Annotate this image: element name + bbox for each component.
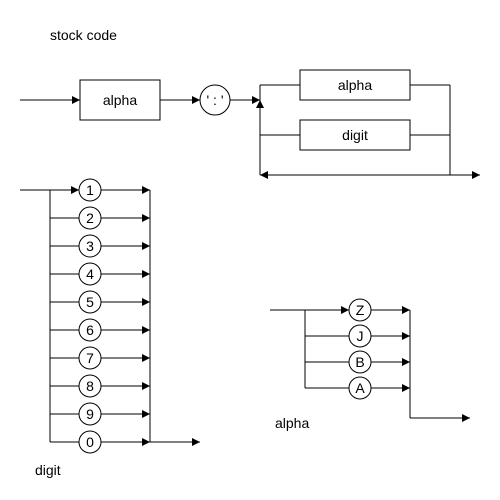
- digit-option-8: 8: [86, 378, 94, 394]
- digit-option-6: 6: [86, 322, 94, 338]
- digit-rule: 1 2 3 4 5 6 7 8 9 0 digit: [20, 179, 200, 478]
- digit-option-9: 9: [86, 406, 94, 422]
- group-digit-label: digit: [342, 127, 368, 143]
- alpha-box-label: alpha: [103, 92, 137, 108]
- digit-option-1: 1: [86, 182, 94, 198]
- digit-option-2: 2: [86, 210, 94, 226]
- digit-option-3: 3: [86, 238, 94, 254]
- alpha-option-B: B: [355, 354, 364, 370]
- digit-option-7: 7: [86, 350, 94, 366]
- alpha-rule: ZJBAalpha: [270, 299, 470, 431]
- separator-label: ' : ': [206, 92, 223, 108]
- alpha-rule-label: alpha: [275, 415, 309, 431]
- railroad-diagram: stock code alpha ' : ' alpha digit 1 2 3 4 5 6 7 8 9 0…: [0, 0, 500, 500]
- alpha-option-J: J: [357, 328, 364, 344]
- group-alpha-label: alpha: [338, 77, 372, 93]
- digit-option-4: 4: [86, 266, 94, 282]
- stock-code-rule: alpha ' : ' alpha digit: [20, 70, 480, 179]
- alpha-option-Z: Z: [356, 302, 365, 318]
- diagram-title: stock code: [50, 27, 117, 43]
- alpha-option-A: A: [355, 380, 365, 396]
- digit-option-5: 5: [86, 294, 94, 310]
- digit-option-0: 0: [86, 434, 94, 450]
- digit-rule-label: digit: [35, 462, 61, 478]
